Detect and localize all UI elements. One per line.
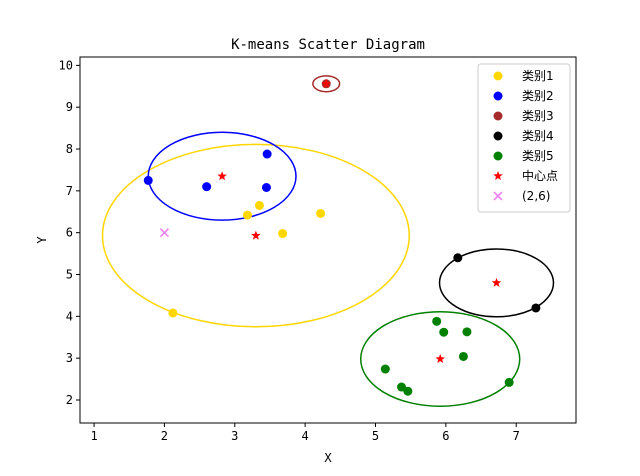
cluster-5-point-8 bbox=[504, 377, 514, 387]
cluster-5-point-7 bbox=[462, 327, 472, 337]
legend-marker-2 bbox=[493, 91, 503, 101]
cluster-2-point-3 bbox=[261, 183, 271, 193]
y-tick-label: 7 bbox=[66, 184, 73, 198]
y-tick-label: 4 bbox=[66, 309, 73, 323]
legend-label-7: (2,6) bbox=[522, 189, 550, 203]
y-axis-ticks: 2 3 4 5 6 7 8 9 10 bbox=[59, 58, 80, 407]
cluster-1-point-1 bbox=[168, 308, 178, 318]
legend-label-2: 类别2 bbox=[522, 89, 554, 103]
legend-label-1: 类别1 bbox=[522, 69, 554, 83]
y-tick-label: 3 bbox=[66, 351, 73, 365]
x-axis-ticks: 1 2 3 4 5 6 7 bbox=[90, 423, 520, 443]
cluster-ellipse-3 bbox=[312, 75, 341, 93]
legend-marker-7 bbox=[493, 191, 503, 201]
centroid-point-4 bbox=[491, 277, 502, 287]
cluster-4-point-2 bbox=[531, 303, 541, 313]
cluster-1-point-4 bbox=[278, 229, 288, 239]
legend-label-5: 类别5 bbox=[522, 149, 554, 163]
cluster-5-point-5 bbox=[439, 327, 449, 337]
legend-label-4: 类别4 bbox=[522, 129, 554, 143]
legend-marker-4 bbox=[493, 131, 503, 141]
cluster-2-point-4 bbox=[262, 149, 272, 159]
cluster-1-point-3 bbox=[254, 200, 264, 210]
cluster-ellipse-4 bbox=[438, 248, 555, 318]
x-axis-label: X bbox=[324, 451, 332, 465]
legend-marker-1 bbox=[493, 71, 503, 81]
legend: 类别1 类别2 类别3 类别4 类别5 中心点 (2,6) bbox=[477, 63, 571, 213]
x-tick-label: 6 bbox=[442, 429, 449, 443]
x-tick-label: 5 bbox=[372, 429, 379, 443]
cluster-2-point-1 bbox=[143, 175, 153, 185]
legend-marker-5 bbox=[493, 151, 503, 161]
cluster-1-point-2 bbox=[242, 210, 252, 220]
legend-label-3: 类别3 bbox=[522, 109, 554, 123]
cluster-1-point-5 bbox=[316, 208, 326, 218]
plot-frame bbox=[79, 56, 577, 424]
query-point-1 bbox=[159, 228, 169, 238]
y-tick-label: 9 bbox=[66, 100, 73, 114]
x-tick-label: 1 bbox=[90, 429, 97, 443]
x-tick-label: 4 bbox=[302, 429, 309, 443]
cluster-2-point-2 bbox=[202, 182, 212, 192]
legend-marker-6 bbox=[493, 171, 503, 181]
y-tick-label: 8 bbox=[66, 142, 73, 156]
y-tick-label: 10 bbox=[59, 58, 73, 72]
legend-label-6: 中心点 bbox=[522, 168, 558, 183]
x-tick-label: 3 bbox=[231, 429, 238, 443]
x-tick-label: 7 bbox=[513, 429, 520, 443]
cluster-5-point-2 bbox=[397, 382, 407, 392]
cluster-5-point-4 bbox=[432, 316, 442, 326]
cluster-ellipses bbox=[101, 75, 555, 408]
cluster-ellipse-1 bbox=[101, 143, 411, 328]
centroid-point-5 bbox=[435, 354, 445, 364]
legend-marker-3 bbox=[493, 111, 503, 121]
data-points bbox=[143, 78, 541, 396]
y-axis-label: Y bbox=[35, 236, 49, 244]
cluster-ellipse-5 bbox=[359, 310, 521, 408]
chart-title: K-means Scatter Diagram bbox=[231, 37, 425, 53]
centroid-point-2 bbox=[251, 230, 261, 240]
cluster-5-point-1 bbox=[380, 364, 390, 374]
centroid-point-1 bbox=[217, 171, 227, 181]
y-tick-label: 6 bbox=[66, 226, 73, 240]
cluster-5-point-6 bbox=[458, 351, 468, 361]
cluster-5-point-3 bbox=[403, 386, 413, 396]
y-tick-label: 2 bbox=[66, 393, 73, 407]
y-tick-label: 5 bbox=[66, 268, 73, 282]
cluster-4-point-1 bbox=[453, 253, 463, 263]
centroid-point-3 bbox=[321, 78, 331, 88]
x-tick-label: 2 bbox=[161, 429, 168, 443]
